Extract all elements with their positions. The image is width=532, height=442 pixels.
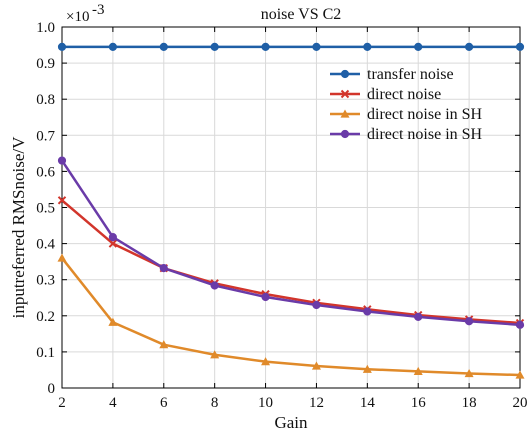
data-point (108, 239, 118, 248)
data-point (159, 42, 168, 51)
y-multiplier-base: ×10 (66, 9, 89, 25)
data-point (515, 370, 525, 379)
data-point (413, 366, 423, 375)
data-point (362, 364, 372, 373)
data-point (108, 233, 117, 242)
data-point (57, 42, 67, 51)
series-line (61, 257, 521, 377)
y-tick-label: 0.3 (36, 273, 55, 289)
x-tick-label: 20 (513, 395, 528, 411)
data-point (210, 42, 219, 51)
x-tick-label: 8 (211, 395, 219, 411)
data-point (210, 350, 220, 359)
data-point (261, 42, 270, 51)
data-point (363, 42, 372, 51)
legend-marker (340, 69, 350, 79)
x-tick-label: 16 (411, 395, 427, 411)
series-group (57, 253, 525, 379)
series-group (57, 156, 525, 329)
data-point (465, 42, 474, 51)
x-axis-title: Gain (274, 413, 308, 432)
data-point (414, 312, 423, 321)
series-group (57, 42, 525, 51)
y-tick-label: 1.0 (36, 20, 55, 36)
x-tick-label: 2 (58, 395, 66, 411)
x-tick-label: 6 (160, 395, 168, 411)
legend: transfer noise direct noise direct noise i… (330, 66, 483, 143)
chart-title: noise VS C2 (261, 6, 342, 23)
data-point (57, 196, 67, 205)
y-multiplier-exponent: -3 (92, 2, 105, 18)
data-point (57, 156, 67, 165)
y-tick-label: 0.9 (36, 56, 55, 72)
y-tick-label: 0.1 (36, 345, 55, 361)
data-point (312, 42, 321, 51)
y-axis-title: inputreferred RMSnoise/V (9, 136, 28, 318)
data-point (312, 300, 321, 310)
data-point (515, 42, 525, 51)
y-multiplier: ×10 -3 (66, 2, 105, 25)
data-point (57, 253, 67, 262)
legend-label: direct noise in SH (367, 126, 483, 143)
data-point (414, 42, 423, 51)
data-point (159, 264, 168, 273)
series-line (61, 199, 521, 325)
legend-label: direct noise in SH (367, 106, 483, 123)
data-point (311, 361, 321, 370)
x-tick-label: 4 (109, 395, 117, 411)
y-tick-label: 0.4 (36, 237, 55, 253)
legend-label: direct noise (367, 86, 441, 103)
legend-label: transfer noise (367, 66, 454, 83)
legend-marker (340, 129, 350, 139)
data-point (515, 320, 525, 329)
series-line (60, 159, 521, 327)
data-point (464, 369, 474, 378)
data-point (363, 307, 372, 316)
data-point (261, 357, 271, 366)
y-tick-label: 0.6 (36, 164, 55, 180)
data-point (465, 317, 474, 326)
y-tick-label: 0.7 (36, 128, 55, 144)
data-point (108, 42, 117, 51)
data-point (210, 281, 219, 290)
series (57, 42, 525, 379)
data-point (261, 292, 270, 302)
x-tick-label: 14 (360, 395, 376, 411)
y-tick-label: 0 (48, 381, 56, 397)
y-tick-label: 0.8 (36, 92, 55, 108)
x-tick-label: 12 (309, 395, 324, 411)
x-tick-label: 18 (462, 395, 477, 411)
ticks: 2 4 6 8 10 12 14 16 18 20 0 0.1 0.2 0.3 0.4 0.5 0.6 0.7 0.… (36, 20, 527, 411)
legend-marker (340, 89, 350, 99)
legend-marker (340, 109, 350, 118)
data-point (108, 317, 118, 326)
data-point (159, 340, 169, 349)
y-tick-label: 0.5 (36, 201, 55, 217)
y-tick-label: 0.2 (36, 309, 55, 325)
x-tick-label: 10 (258, 395, 273, 411)
